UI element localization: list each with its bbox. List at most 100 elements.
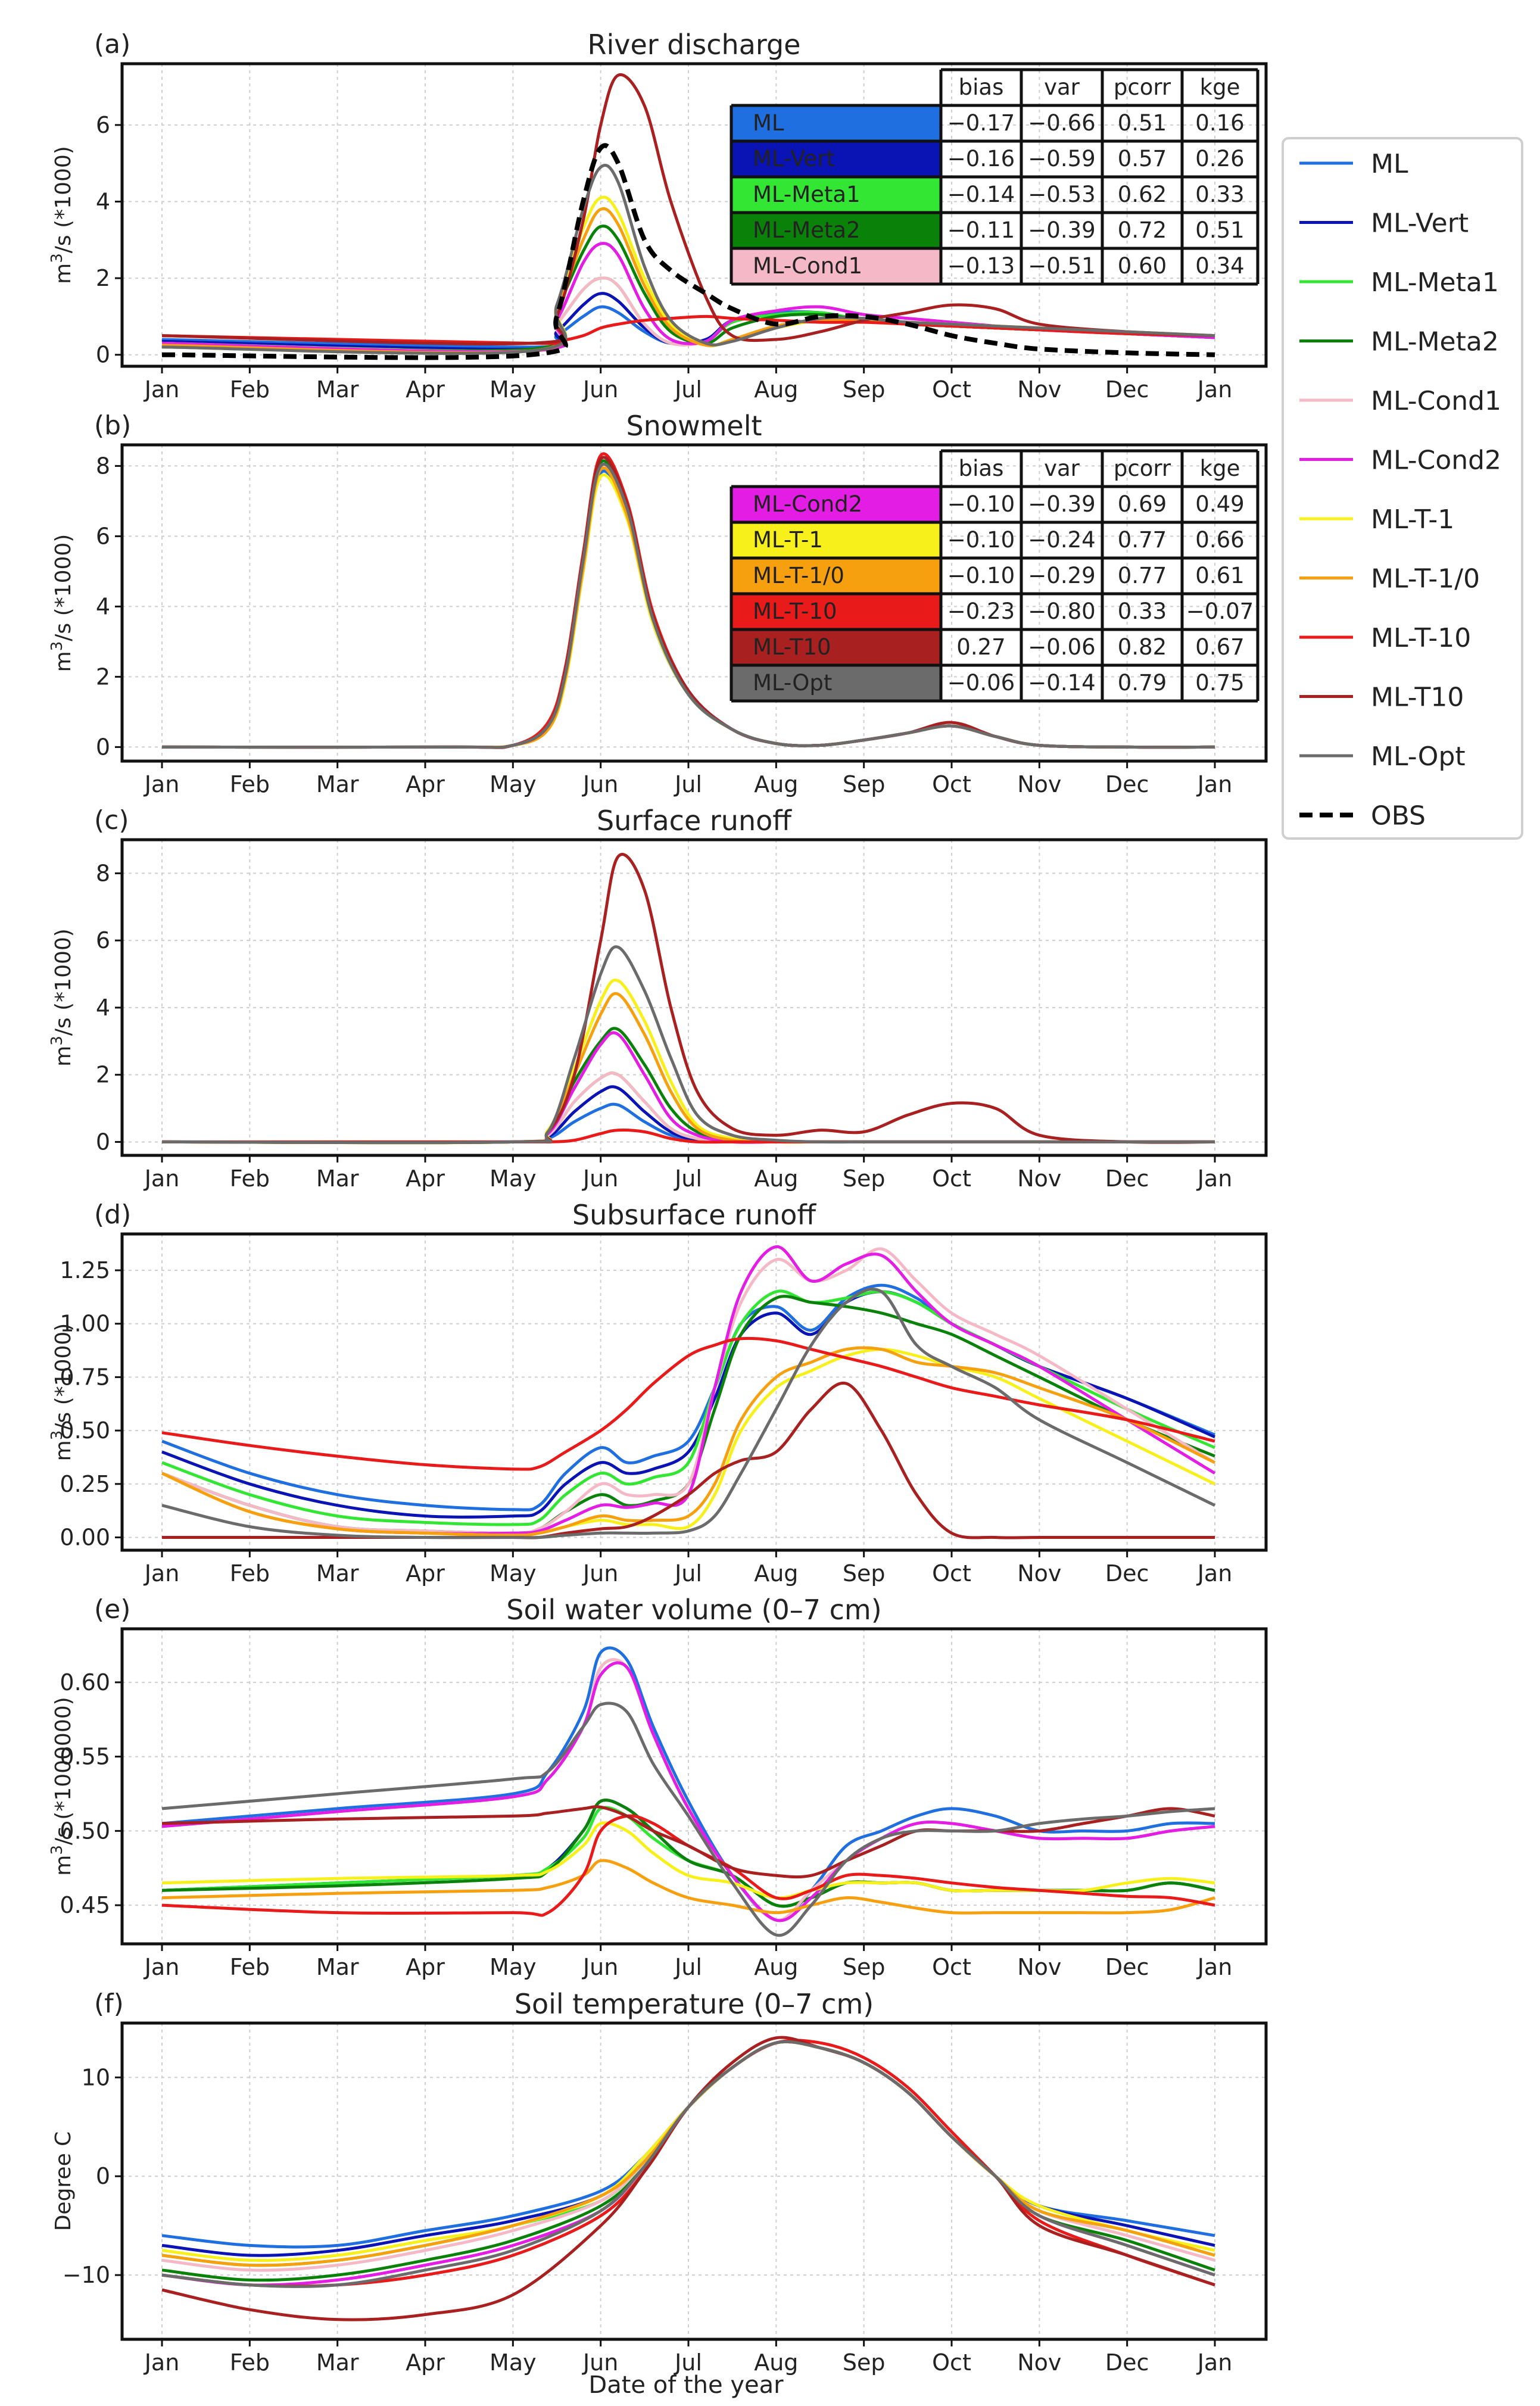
table-header-cell: pcorr bbox=[1114, 456, 1171, 481]
panel-label: (c) bbox=[94, 805, 129, 836]
table-cell: 0.61 bbox=[1195, 563, 1244, 588]
table-cell: 0.72 bbox=[1118, 217, 1167, 243]
y-tick-label: 2 bbox=[96, 663, 110, 690]
table-cell: 0.49 bbox=[1195, 491, 1244, 517]
x-tick-label: Jul bbox=[674, 771, 702, 797]
table-row-name: ML-T-10 bbox=[753, 599, 837, 624]
y-tick-label: 0 bbox=[96, 1129, 110, 1155]
table-cell: −0.14 bbox=[1028, 670, 1095, 696]
table-row-name: ML-Opt bbox=[753, 670, 832, 696]
x-tick-label: Jun bbox=[582, 376, 618, 403]
y-tick-label: 0.55 bbox=[60, 1744, 110, 1770]
series-line-ml-opt bbox=[161, 2040, 1215, 2288]
y-tick-label: 8 bbox=[96, 860, 110, 886]
x-tick-label: Mar bbox=[316, 1560, 359, 1587]
table-header-cell: kge bbox=[1200, 456, 1240, 481]
y-tick-label: 0.25 bbox=[60, 1471, 110, 1497]
series-line-ml bbox=[161, 1283, 1215, 1511]
table-cell: 0.66 bbox=[1195, 527, 1244, 553]
table-row-name: ML-Cond2 bbox=[753, 491, 862, 517]
y-tick-label: −10 bbox=[63, 2262, 110, 2288]
table-cell: −0.16 bbox=[947, 146, 1015, 172]
y-tick-label: 0.50 bbox=[60, 1818, 110, 1844]
legend-box bbox=[1282, 137, 1523, 840]
x-tick-label: Nov bbox=[1017, 376, 1061, 403]
x-tick-label: Oct bbox=[932, 1954, 971, 1980]
table-cell: 0.16 bbox=[1195, 110, 1244, 136]
x-tick-label: Feb bbox=[230, 2349, 270, 2376]
table-header-cell: pcorr bbox=[1114, 74, 1171, 100]
y-tick-label: 2 bbox=[96, 1062, 110, 1088]
table-cell: −0.14 bbox=[947, 182, 1015, 207]
table-header-cell: var bbox=[1044, 74, 1080, 100]
legend-label: ML bbox=[1371, 149, 1408, 179]
table-cell: −0.53 bbox=[1028, 182, 1095, 207]
chart-panel-2: Jan Feb Mar Apr May Jun Jul Aug Sep Oct Nov Dec Jan 0… bbox=[48, 805, 1268, 1192]
y-tick-label: 8 bbox=[96, 453, 110, 479]
series-line-ml-opt bbox=[161, 164, 1215, 355]
x-tick-label: Jan bbox=[144, 376, 180, 403]
series-line-ml-t10 bbox=[161, 2036, 1215, 2321]
table-row-name: ML-T10 bbox=[753, 634, 831, 660]
legend-label: ML-T10 bbox=[1371, 682, 1464, 713]
x-tick-label: Oct bbox=[932, 376, 971, 403]
y-tick-label: 4 bbox=[96, 593, 110, 619]
table-cell: 0.82 bbox=[1118, 634, 1167, 660]
x-tick-label: Mar bbox=[316, 376, 359, 403]
series-line-ml-t-10 bbox=[161, 1814, 1215, 1917]
x-tick-label: Mar bbox=[316, 1165, 359, 1192]
series-line-ml-opt bbox=[161, 945, 1215, 1145]
table-cell: −0.24 bbox=[1028, 527, 1095, 553]
table-row-swatch bbox=[731, 665, 941, 701]
series-line-ml-t-10 bbox=[161, 1336, 1215, 1471]
table-cell: 0.77 bbox=[1118, 563, 1167, 588]
x-tick-label: Nov bbox=[1017, 771, 1061, 797]
chart-title: Snowmelt bbox=[626, 410, 762, 442]
y-tick-label: 10 bbox=[82, 2064, 110, 2090]
table-cell: −0.10 bbox=[947, 491, 1015, 517]
x-tick-label: May bbox=[490, 1165, 537, 1192]
x-tick-label: Jan bbox=[1196, 376, 1233, 403]
x-tick-label: Sep bbox=[843, 376, 886, 403]
table-row-name: ML-Cond1 bbox=[753, 253, 862, 279]
y-tick-label: 1.00 bbox=[60, 1311, 110, 1337]
legend-label: ML-Meta1 bbox=[1371, 267, 1499, 298]
chart-title: River discharge bbox=[588, 29, 801, 61]
x-tick-label: Sep bbox=[843, 2349, 886, 2376]
table-row-swatch bbox=[731, 141, 941, 177]
legend-label: ML-T-1 bbox=[1371, 504, 1454, 535]
y-axis-label: m3/s (*1000) bbox=[48, 1323, 76, 1461]
plot-frame bbox=[120, 62, 1268, 368]
series-line-ml-t-1-0 bbox=[161, 1346, 1216, 1537]
table-row-swatch bbox=[731, 522, 941, 558]
table-cell: 0.33 bbox=[1195, 182, 1244, 207]
x-tick-label: Mar bbox=[316, 771, 359, 797]
x-tick-label: Aug bbox=[754, 376, 798, 403]
y-tick-label: 0.60 bbox=[60, 1669, 110, 1696]
series-group bbox=[161, 73, 1215, 360]
y-tick-label: 0 bbox=[96, 2163, 110, 2189]
y-tick-label: 4 bbox=[96, 188, 110, 214]
panel-label: (f) bbox=[94, 1989, 124, 2019]
table-cell: 0.77 bbox=[1118, 527, 1167, 553]
table-cell: −0.11 bbox=[947, 217, 1015, 243]
chart-title: Soil temperature (0–7 cm) bbox=[515, 1988, 874, 2020]
chart-title: Subsurface runoff bbox=[572, 1199, 817, 1231]
legend-label: OBS bbox=[1371, 801, 1426, 831]
x-tick-label: Sep bbox=[843, 1560, 886, 1587]
x-tick-label: Dec bbox=[1105, 2349, 1149, 2376]
x-tick-label: Apr bbox=[406, 1954, 445, 1980]
x-tick-label: Apr bbox=[406, 1560, 445, 1587]
table-row-name: ML-T-1/0 bbox=[753, 563, 844, 588]
x-tick-label: May bbox=[490, 771, 537, 797]
table-row-swatch bbox=[731, 558, 941, 594]
x-tick-label: May bbox=[490, 1954, 537, 1980]
x-tick-label: Jan bbox=[144, 1954, 180, 1980]
x-tick-label: Apr bbox=[406, 376, 445, 403]
table-cell: 0.27 bbox=[956, 634, 1005, 660]
x-tick-label: Oct bbox=[932, 2349, 971, 2376]
table-cell: 0.62 bbox=[1118, 182, 1167, 207]
x-tick-label: Dec bbox=[1105, 376, 1149, 403]
table-cell: 0.33 bbox=[1118, 599, 1167, 624]
